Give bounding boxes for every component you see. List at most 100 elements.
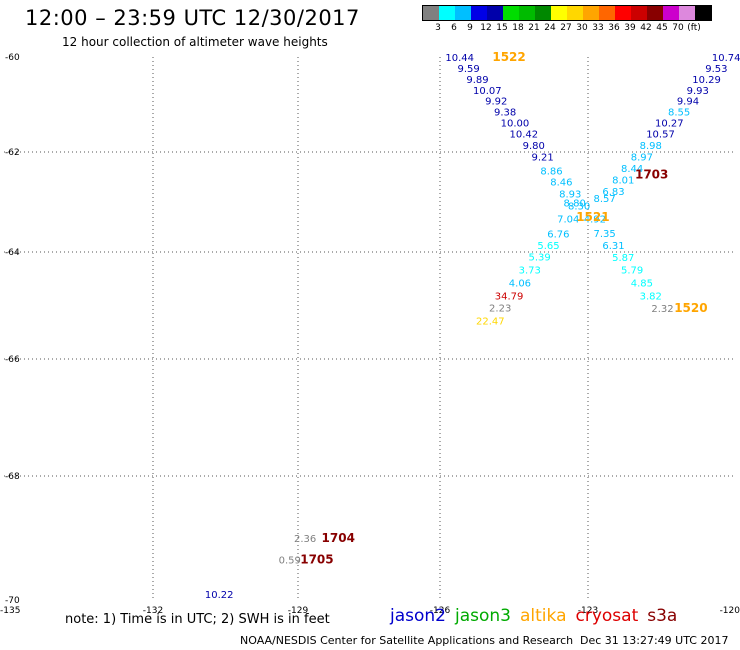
wave-height-label: 2.36 (294, 534, 316, 545)
legend-label: 27 (560, 23, 572, 33)
wave-height-label: 0.59 (279, 556, 301, 567)
legend-swatch (535, 6, 551, 20)
pass-time-label: 1522 (492, 50, 525, 64)
wave-height-label: 2.23 (489, 304, 511, 315)
legend-label: 21 (528, 23, 540, 33)
lat-label: -68 (5, 472, 20, 482)
wave-height-label: 8.57 (594, 194, 616, 205)
wave-height-label: 8.46 (550, 178, 572, 189)
wave-height-label: 10.57 (646, 129, 675, 140)
wave-height-label: 10.07 (473, 86, 502, 97)
wave-height-label: 22.47 (476, 316, 505, 327)
footer-note: note: 1) Time is in UTC; 2) SWH is in fe… (65, 612, 330, 627)
pass-time-label: 1705 (300, 553, 333, 567)
wave-height-label: 6.83 (602, 187, 624, 198)
wave-height-label: 10.44 (445, 53, 474, 64)
satellite-legend: jason2 jason3 altika cryosat s3a (390, 606, 686, 626)
legend-swatch (439, 6, 455, 20)
legend-swatch (695, 6, 711, 20)
legend-swatch (551, 6, 567, 20)
legend-swatch (487, 6, 503, 20)
legend-swatch (583, 6, 599, 20)
wave-height-label: 9.93 (687, 86, 709, 97)
page-title: 12:00 – 23:59 UTC 12/30/2017 (25, 6, 360, 30)
legend-label: 6 (451, 23, 457, 33)
legend-label: 42 (640, 23, 652, 33)
lat-label: -70 (5, 596, 20, 606)
color-legend: 3 6 9 12 15 18 21 24 27 30 33 36 39 42 45 70 (ft) (422, 5, 712, 35)
legend-label: 39 (624, 23, 636, 33)
lat-label: -60 (5, 53, 20, 63)
wave-height-label: 10.27 (655, 119, 684, 130)
satellite-jason2: jason2 (390, 606, 446, 626)
lon-label: -123 (578, 606, 598, 616)
legend-label: (ft) (687, 23, 701, 33)
legend-label: 15 (496, 23, 508, 33)
satellite-jason3: jason3 (455, 606, 511, 626)
wave-height-label: 9.80 (523, 141, 545, 152)
wave-height-label: 8.93 (559, 190, 581, 201)
wave-height-label: 8.97 (631, 153, 653, 164)
wave-height-label: 8.30 (568, 202, 590, 213)
legend-swatch (519, 6, 535, 20)
wave-height-label: 7.35 (594, 229, 616, 240)
lon-label: -135 (0, 606, 20, 616)
wave-height-label: 9.92 (485, 97, 507, 108)
satellite-s3a: s3a (647, 606, 678, 626)
legend-swatch (647, 6, 663, 20)
wave-height-label: 3.73 (519, 266, 541, 277)
legend-swatch (423, 6, 439, 20)
page-subtitle: 12 hour collection of altimeter wave hei… (62, 35, 328, 49)
wave-height-label: 9.53 (705, 64, 727, 75)
wave-height-label: 10.22 (205, 590, 234, 601)
wave-height-label: 10.42 (510, 129, 539, 140)
legend-labels: 3 6 9 12 15 18 21 24 27 30 33 36 39 42 45 70 (ft) (422, 21, 712, 35)
lon-label: -132 (143, 606, 163, 616)
wave-height-label: 7.04 (557, 215, 579, 226)
legend-swatch (663, 6, 679, 20)
wave-height-label: 9.59 (457, 64, 479, 75)
legend-label: 18 (512, 23, 524, 33)
wave-height-label: 9.89 (466, 75, 488, 86)
graticule (4, 57, 735, 600)
wave-height-label: 9.21 (531, 153, 553, 164)
legend-swatches (422, 5, 712, 21)
legend-swatch (615, 6, 631, 20)
wave-height-label: 9.94 (677, 97, 699, 108)
wave-height-label: 34.79 (495, 291, 524, 302)
legend-label: 9 (467, 23, 473, 33)
legend-swatch (679, 6, 695, 20)
wave-height-label: 5.87 (612, 253, 634, 264)
wave-height-label: 9.38 (494, 108, 516, 119)
legend-label: 45 (656, 23, 668, 33)
legend-label: 3 (435, 23, 441, 33)
wave-height-label: 10.29 (692, 75, 721, 86)
legend-swatch (599, 6, 615, 20)
satellite-cryosat: cryosat (575, 606, 639, 626)
lat-label: -62 (5, 148, 20, 158)
satellite-altika: altika (520, 606, 567, 626)
wave-height-label: 8.55 (668, 108, 690, 119)
legend-swatch (567, 6, 583, 20)
legend-swatch (471, 6, 487, 20)
lon-label: -129 (288, 606, 309, 616)
wave-height-label: 4.06 (509, 278, 531, 289)
wave-height-label: 6.31 (602, 241, 624, 252)
legend-label: 24 (544, 23, 556, 33)
lat-label: -66 (5, 355, 20, 365)
pass-time-label: 1520 (674, 301, 707, 315)
pass-time-label: 1521 (576, 210, 609, 224)
lon-label: -126 (430, 606, 451, 616)
wave-height-label: 8.44 (621, 164, 643, 175)
wave-height-label: 4.92 (584, 215, 606, 226)
legend-swatch (631, 6, 647, 20)
wave-height-label: 8.01 (612, 176, 634, 187)
observations: 10.449.599.8910.079.929.3810.0010.429.80… (205, 53, 740, 601)
wave-height-label: 8.86 (540, 167, 562, 178)
wave-height-label: 10.00 (501, 119, 530, 130)
legend-swatch (455, 6, 471, 20)
legend-label: 12 (480, 23, 492, 33)
credit-line: NOAA/NESDIS Center for Satellite Applica… (240, 634, 574, 647)
wave-height-label: 5.79 (621, 266, 643, 277)
generated-timestamp: Dec 31 13:27:49 UTC 2017 (580, 634, 729, 647)
